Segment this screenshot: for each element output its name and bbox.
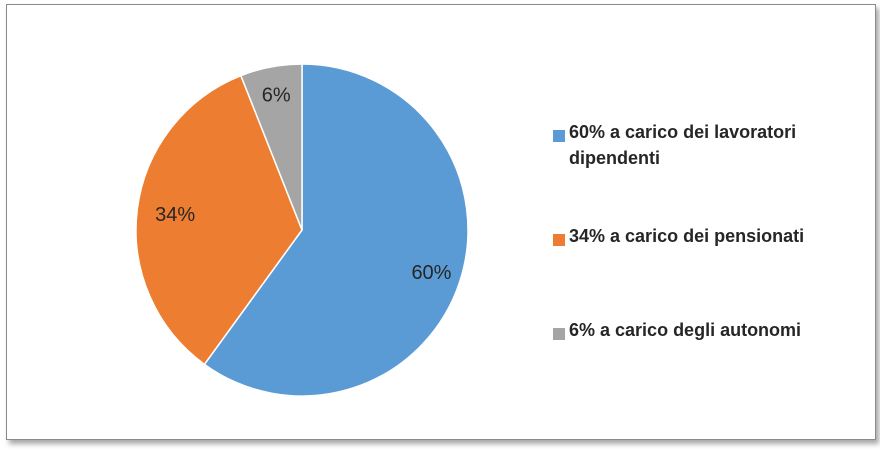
data-label-dipendenti: 60% — [411, 262, 451, 284]
data-label-autonomi: 6% — [262, 85, 291, 107]
data-label-pensionati: 34% — [155, 204, 195, 226]
pie-slice-autonomi — [239, 63, 303, 231]
pie-slice-dipendenti — [203, 63, 469, 397]
pie-slice-pensionati — [135, 74, 303, 366]
